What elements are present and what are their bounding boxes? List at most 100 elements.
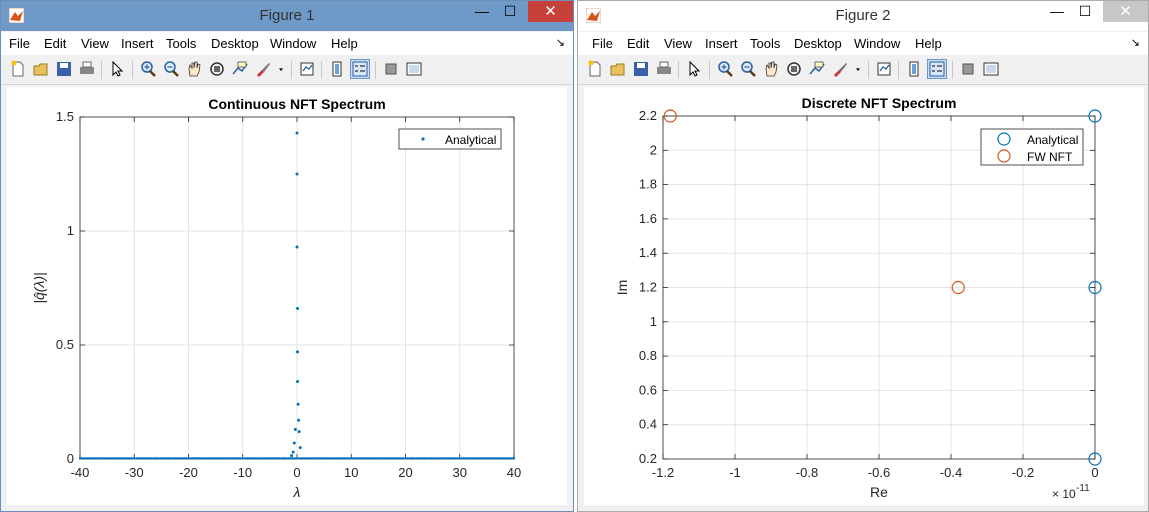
dock-arrow-icon[interactable]: ↘ (1130, 37, 1140, 49)
y-tick-label: 0.2 (639, 451, 657, 466)
data-point (219, 457, 223, 460)
data-point (267, 457, 270, 460)
data-point (373, 457, 377, 460)
data-point (499, 457, 503, 460)
brush-icon[interactable] (831, 60, 849, 78)
toolbar-separator (898, 61, 899, 79)
data-point (430, 457, 433, 460)
save-icon[interactable] (632, 60, 650, 78)
data-point (100, 457, 103, 460)
data-point (313, 457, 316, 460)
show-plot-tools-icon[interactable] (405, 60, 423, 78)
data-point (369, 457, 372, 460)
data-point (406, 457, 409, 460)
link-plot-icon[interactable] (298, 60, 316, 78)
data-point (93, 457, 97, 460)
new-figure-icon[interactable] (586, 60, 604, 78)
data-point (334, 457, 338, 460)
menu-file[interactable]: File (592, 36, 613, 51)
new-figure-icon[interactable] (9, 60, 27, 78)
data-point (469, 457, 472, 460)
data-point (293, 457, 297, 460)
x-tick-label: 30 (453, 465, 467, 480)
menu-edit[interactable]: Edit (44, 36, 67, 51)
y-tick-label: 1 (650, 314, 657, 329)
brush-icon[interactable] (254, 60, 272, 78)
data-point (269, 457, 273, 460)
maximize-button[interactable]: ☐ (503, 3, 517, 19)
dock-arrow-icon[interactable]: ↘ (555, 37, 565, 49)
insert-colorbar-icon[interactable] (328, 60, 346, 78)
hide-plot-tools-icon[interactable] (959, 60, 977, 78)
data-point (486, 457, 490, 460)
data-point (308, 457, 312, 460)
menu-insert[interactable]: Insert (121, 36, 154, 51)
data-point (146, 457, 149, 460)
zoom-out-icon[interactable] (162, 60, 180, 78)
data-point (143, 457, 147, 460)
menu-insert[interactable]: Insert (705, 36, 738, 51)
menu-window[interactable]: Window (270, 36, 317, 51)
brush-dropdown-icon[interactable] (852, 60, 864, 78)
link-plot-icon[interactable] (875, 60, 893, 78)
menu-help[interactable]: Help (331, 36, 358, 51)
data-point (193, 457, 197, 460)
menu-desktop[interactable]: Desktop (794, 36, 842, 51)
open-file-icon[interactable] (609, 60, 627, 78)
data-point (443, 457, 446, 460)
data-point (290, 454, 294, 458)
data-point (245, 457, 249, 460)
data-point (278, 457, 281, 460)
insert-colorbar-icon[interactable] (905, 60, 923, 78)
zoom-out-icon[interactable] (739, 60, 757, 78)
figure-toolbar (1, 56, 573, 85)
menu-window[interactable]: Window (854, 36, 901, 51)
pointer-icon[interactable] (108, 60, 126, 78)
minimize-button[interactable]: — (1050, 3, 1064, 19)
data-point (230, 457, 234, 460)
show-plot-tools-icon[interactable] (982, 60, 1000, 78)
pan-icon[interactable] (185, 60, 203, 78)
zoom-in-icon[interactable] (716, 60, 734, 78)
pointer-icon[interactable] (685, 60, 703, 78)
data-point (367, 457, 370, 460)
matlab-icon (9, 8, 24, 23)
menu-view[interactable]: View (81, 36, 109, 51)
menu-file[interactable]: File (9, 36, 30, 51)
rotate-3d-icon[interactable] (785, 60, 803, 78)
zoom-in-icon[interactable] (139, 60, 157, 78)
data-point (111, 457, 114, 460)
hide-plot-tools-icon[interactable] (382, 60, 400, 78)
insert-legend-icon[interactable] (927, 59, 947, 79)
toolbar-separator (952, 61, 953, 79)
title-bar[interactable]: Figure 1 — ☐ ✕ (1, 1, 573, 31)
brush-dropdown-icon[interactable] (275, 60, 287, 78)
menu-desktop[interactable]: Desktop (211, 36, 259, 51)
y-tick-label: 0.6 (639, 382, 657, 397)
minimize-button[interactable]: — (475, 3, 489, 19)
maximize-button[interactable]: ☐ (1078, 3, 1092, 19)
menu-view[interactable]: View (664, 36, 692, 51)
menu-tools[interactable]: Tools (166, 36, 197, 51)
print-icon[interactable] (655, 60, 673, 78)
pan-icon[interactable] (762, 60, 780, 78)
title-bar[interactable]: Figure 2 — ☐ ✕ (578, 1, 1148, 31)
menu-bar: File Edit View Insert Tools Desktop Wind… (1, 32, 573, 55)
menu-help[interactable]: Help (915, 36, 942, 51)
data-point (261, 457, 264, 460)
data-cursor-icon[interactable] (808, 60, 826, 78)
open-file-icon[interactable] (32, 60, 50, 78)
data-point (241, 457, 244, 460)
menu-edit[interactable]: Edit (627, 36, 650, 51)
close-button[interactable]: ✕ (528, 1, 573, 22)
save-icon[interactable] (55, 60, 73, 78)
data-point (436, 457, 440, 460)
print-icon[interactable] (78, 60, 96, 78)
data-cursor-icon[interactable] (231, 60, 249, 78)
rotate-3d-icon[interactable] (208, 60, 226, 78)
insert-legend-icon[interactable] (350, 59, 370, 79)
data-point (271, 457, 275, 460)
close-button[interactable]: ✕ (1103, 1, 1148, 22)
data-point (480, 457, 483, 460)
menu-tools[interactable]: Tools (750, 36, 781, 51)
